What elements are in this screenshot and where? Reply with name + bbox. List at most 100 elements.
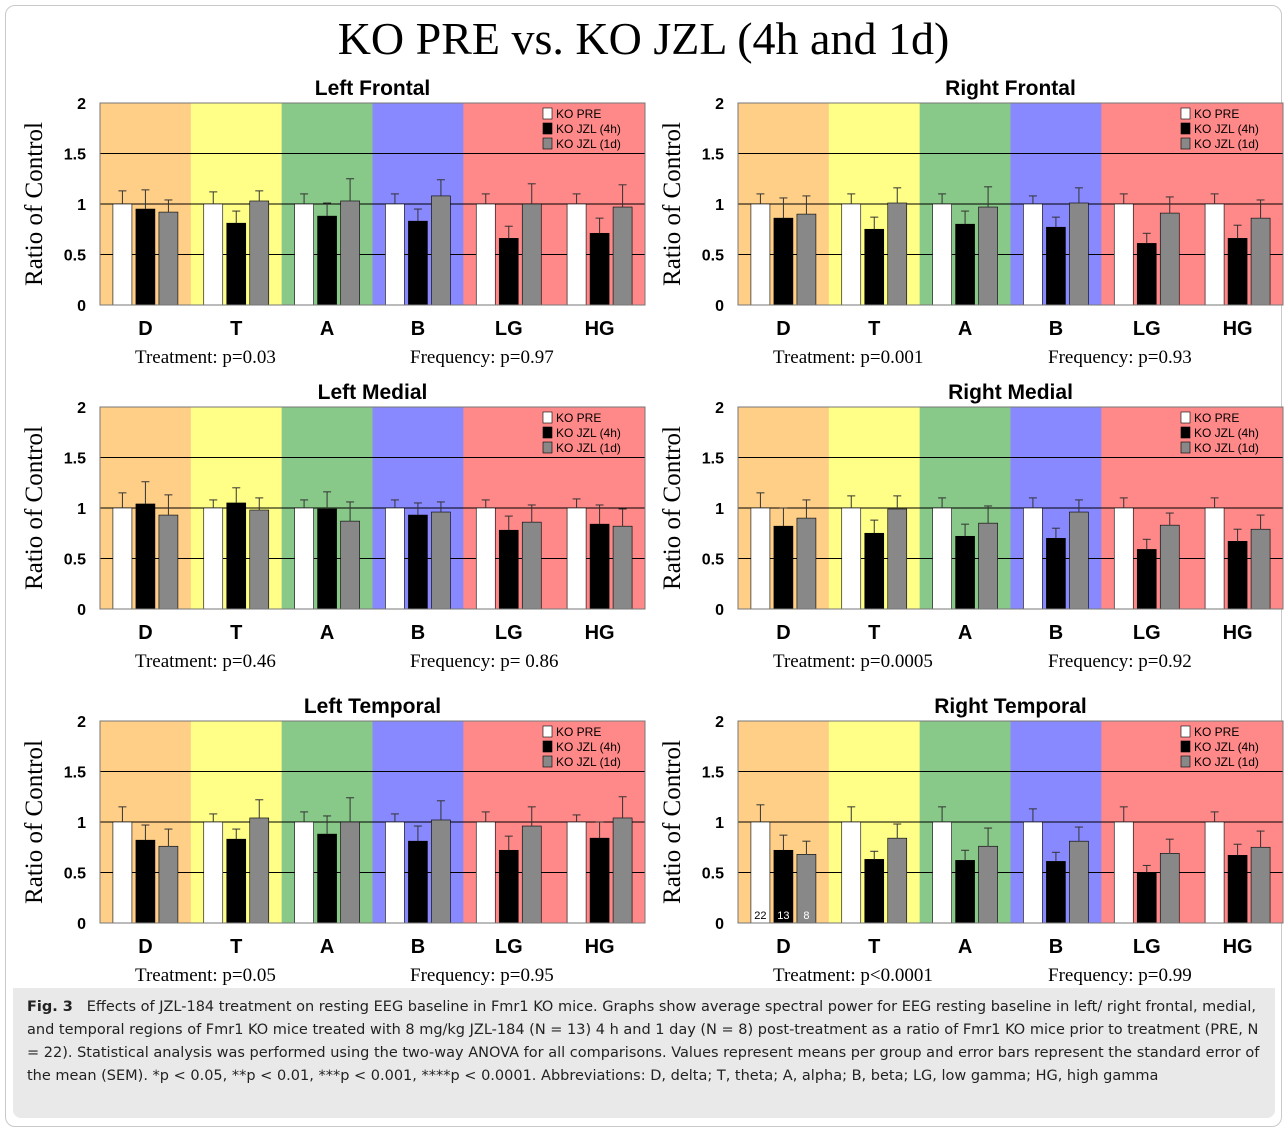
bar [750, 507, 771, 610]
bar [203, 821, 224, 924]
bar [158, 211, 179, 306]
bar [773, 525, 794, 610]
legend-swatch [542, 441, 553, 454]
y-tick-label: 0 [715, 916, 724, 933]
x-tick-label: HG [1223, 318, 1253, 340]
frequency-p-value: Frequency: p=0.93 [1048, 347, 1192, 368]
y-tick-label: 1.5 [64, 765, 86, 782]
x-tick-label: D [138, 622, 152, 644]
bar [796, 213, 817, 306]
bar [1204, 821, 1225, 924]
x-tick-label: LG [1133, 318, 1161, 340]
x-tick-label: D [138, 936, 152, 958]
bar [1159, 853, 1180, 924]
bar [317, 215, 337, 306]
bar [566, 203, 587, 306]
frequency-p-value: Frequency: p= 0.86 [410, 651, 558, 672]
x-tick-label: HG [585, 622, 615, 644]
bar [841, 203, 862, 306]
bar [431, 195, 451, 306]
bar [431, 819, 451, 924]
bar [1136, 243, 1157, 306]
bar [475, 203, 496, 306]
bar [112, 821, 133, 924]
bar [1069, 840, 1089, 924]
figure-caption-box: Fig. 3 Effects of JZL-184 treatment on r… [13, 988, 1275, 1118]
legend-label: KO JZL (4h) [556, 426, 621, 440]
bar [773, 217, 794, 306]
chart-title: Left Frontal [315, 77, 431, 100]
y-tick-label: 1.5 [64, 147, 86, 164]
bar [294, 821, 314, 924]
bar [1046, 226, 1066, 306]
x-tick-label: T [230, 622, 242, 644]
legend-label: KO JZL (1d) [556, 755, 621, 769]
y-tick-label: 0 [715, 602, 724, 619]
y-axis-label: Ratio of Control [659, 122, 686, 286]
frequency-p-value: Frequency: p=0.99 [1048, 965, 1192, 986]
plot-area [99, 102, 646, 306]
x-tick-label: HG [1223, 622, 1253, 644]
x-tick-label: HG [585, 318, 615, 340]
x-tick-label: A [958, 622, 972, 644]
y-tick-label: 1.5 [702, 451, 724, 468]
bar [226, 502, 247, 610]
bar [1227, 238, 1248, 306]
sample-size-label: 13 [777, 910, 789, 922]
plot-area [737, 720, 1284, 924]
y-tick-label: 0.5 [64, 866, 86, 883]
bar [1250, 528, 1271, 610]
x-tick-label: A [320, 318, 334, 340]
legend-swatch [1180, 755, 1191, 768]
bar [589, 523, 610, 610]
bar [498, 529, 519, 610]
bar [1250, 846, 1271, 924]
x-tick-label: D [776, 622, 790, 644]
bar [1046, 537, 1066, 610]
y-tick-label: 0.5 [64, 552, 86, 569]
x-tick-label: B [1049, 318, 1063, 340]
y-axis-label: Ratio of Control [21, 426, 48, 590]
bar [864, 532, 885, 610]
legend-label: KO JZL (1d) [1194, 755, 1259, 769]
bar [1023, 507, 1043, 610]
bar [475, 821, 496, 924]
bar [521, 203, 542, 306]
bar [158, 514, 179, 610]
bar [1159, 212, 1180, 306]
x-tick-label: LG [1133, 936, 1161, 958]
x-tick-label: T [868, 936, 880, 958]
frequency-p-value: Frequency: p=0.92 [1048, 651, 1192, 672]
legend-label: KO JZL (4h) [1194, 740, 1259, 754]
y-tick-label: 1 [715, 815, 724, 832]
bar [112, 203, 133, 306]
legend-swatch [1180, 725, 1191, 738]
y-tick-label: 0.5 [702, 248, 724, 265]
bar [340, 200, 360, 306]
legend-swatch [542, 426, 553, 439]
legend-label: KO PRE [556, 107, 601, 121]
bar [203, 507, 224, 610]
y-tick-label: 1 [715, 501, 724, 518]
y-tick-label: 2 [77, 400, 86, 417]
x-tick-label: HG [585, 936, 615, 958]
bar [1069, 511, 1089, 610]
figure-caption: Fig. 3 Effects of JZL-184 treatment on r… [27, 996, 1267, 1088]
y-tick-label: 2 [715, 400, 724, 417]
bar [385, 821, 405, 924]
plot-area [737, 102, 1284, 306]
y-tick-label: 2 [77, 96, 86, 113]
legend-swatch [542, 137, 553, 150]
bar [1227, 541, 1248, 610]
bar [135, 208, 156, 306]
x-tick-label: B [411, 318, 425, 340]
chart-title: Left Medial [318, 381, 428, 404]
bar [408, 220, 428, 306]
x-tick-label: LG [495, 318, 523, 340]
legend-swatch [542, 725, 553, 738]
